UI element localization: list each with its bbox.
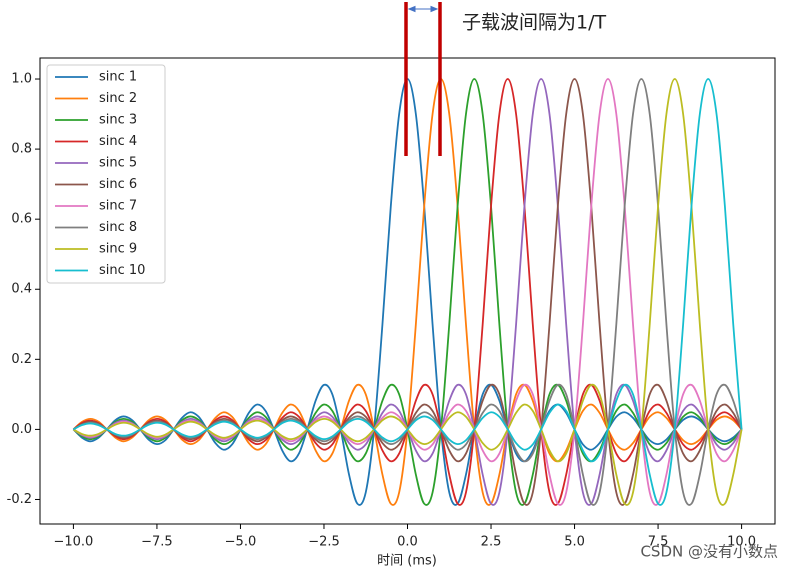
y-tick-label: 0.2 bbox=[11, 352, 32, 367]
x-tick-label: 0.0 bbox=[397, 535, 418, 550]
y-tick-label: -0.2 bbox=[7, 492, 32, 507]
watermark: CSDN @没有小数点 bbox=[640, 543, 778, 561]
x-axis-label: 时间 (ms) bbox=[377, 554, 437, 569]
series-line bbox=[72, 78, 743, 506]
series-line bbox=[72, 78, 743, 506]
legend-label: sinc 8 bbox=[99, 220, 137, 235]
legend-label: sinc 2 bbox=[99, 91, 137, 106]
x-tick-label: −5.0 bbox=[225, 535, 257, 550]
legend-label: sinc 1 bbox=[99, 70, 137, 85]
plot-lines bbox=[72, 78, 743, 506]
y-tick-label: 0.0 bbox=[11, 422, 32, 437]
x-tick-label: 5.0 bbox=[564, 535, 585, 550]
series-line bbox=[72, 78, 743, 506]
annotation: 子载波间隔为1/T bbox=[462, 12, 606, 34]
y-tick-label: 0.6 bbox=[11, 212, 32, 227]
series-line bbox=[72, 78, 743, 506]
legend: sinc 1 sinc 2 sinc 3 sinc 4 sinc 5 sinc 6 sinc… bbox=[46, 64, 166, 284]
x-tick-label: −2.5 bbox=[308, 535, 340, 550]
legend-label: sinc 9 bbox=[99, 242, 137, 257]
legend-label: sinc 4 bbox=[99, 134, 137, 149]
axes: −10.0 −7.5 −5.0 −2.5 0.0 2.5 5.0 7.5 10.0 -0.2 0.0… bbox=[7, 72, 756, 550]
x-tick-label: 7.5 bbox=[648, 535, 669, 550]
y-tick-label: 1.0 bbox=[11, 72, 32, 87]
series-line bbox=[72, 78, 743, 506]
y-tick-label: 0.8 bbox=[11, 142, 32, 157]
series-line bbox=[72, 78, 743, 506]
x-tick-label: 2.5 bbox=[481, 535, 502, 550]
x-tick-label: −10.0 bbox=[53, 535, 93, 550]
legend-label: sinc 10 bbox=[99, 263, 145, 278]
series-line bbox=[72, 78, 743, 506]
legend-label: sinc 5 bbox=[99, 156, 137, 171]
legend-label: sinc 6 bbox=[99, 177, 137, 192]
legend-label: sinc 7 bbox=[99, 199, 137, 214]
x-tick-label: 10.0 bbox=[727, 535, 756, 550]
x-tick-label: −7.5 bbox=[141, 535, 173, 550]
spacing-arrow bbox=[407, 5, 439, 13]
legend-label: sinc 3 bbox=[99, 113, 137, 128]
y-tick-label: 0.4 bbox=[11, 282, 32, 297]
series-line bbox=[72, 78, 743, 506]
